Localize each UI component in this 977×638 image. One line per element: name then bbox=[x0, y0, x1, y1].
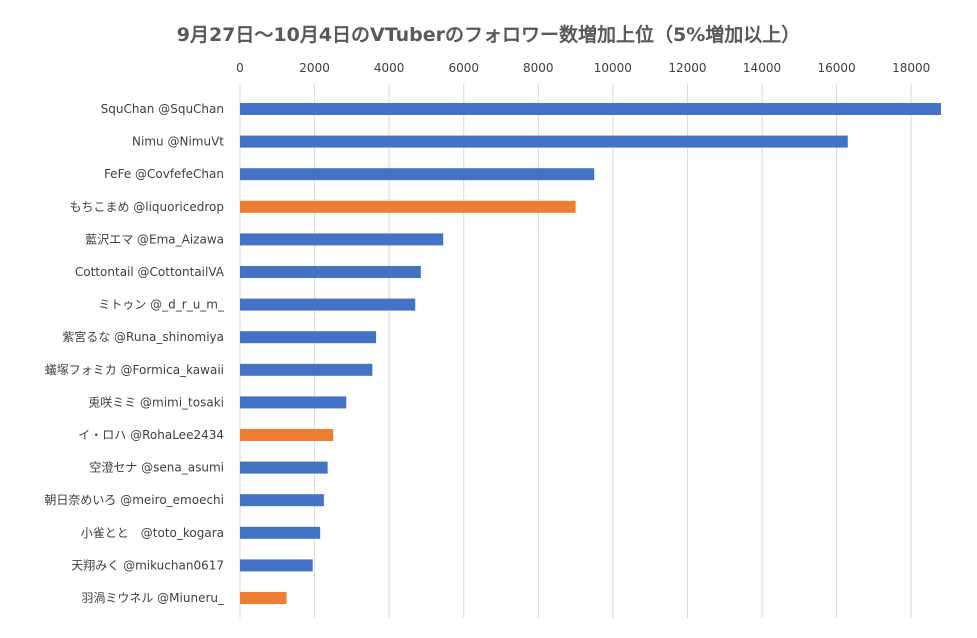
bar bbox=[240, 266, 421, 278]
bar bbox=[240, 200, 576, 213]
category-label: 蟻塚フォミカ @Formica_kawaii bbox=[45, 363, 224, 377]
category-label: もちこまめ @liquoricedrop bbox=[69, 200, 224, 214]
category-label: 藍沢エマ @Ema_Aizawa bbox=[85, 232, 224, 246]
bar bbox=[240, 396, 347, 409]
x-tick-label: 14000 bbox=[743, 61, 781, 75]
bar bbox=[240, 331, 377, 344]
x-tick-label: 2000 bbox=[299, 61, 330, 75]
category-label: 空澄セナ @sena_asumi bbox=[89, 460, 224, 475]
x-tick-label: 12000 bbox=[668, 61, 706, 75]
x-tick-label: 16000 bbox=[818, 61, 856, 75]
bar bbox=[240, 526, 321, 539]
chart-title: 9月27日〜10月4日のVTuberのフォロワー数増加上位（5%増加以上） bbox=[176, 24, 801, 46]
x-tick-label: 10000 bbox=[594, 61, 632, 75]
bar bbox=[240, 494, 324, 507]
x-tick-label: 4000 bbox=[374, 61, 405, 75]
gridlines bbox=[239, 84, 912, 618]
bars bbox=[240, 103, 941, 604]
bar bbox=[240, 559, 313, 572]
category-label: Nimu @NimuVt bbox=[132, 135, 224, 149]
bar bbox=[240, 168, 595, 181]
category-labels: SquChan @SquChan Nimu @NimuVt FeFe @Covfef… bbox=[44, 102, 225, 605]
category-label: イ・ロハ @RohaLee2434 bbox=[78, 428, 224, 442]
bar bbox=[240, 298, 416, 311]
bar bbox=[240, 103, 941, 115]
bar bbox=[240, 429, 334, 441]
category-label: ミトゥン @_d_r_u_m_ bbox=[98, 298, 225, 312]
category-label: 天翔みく @mikuchan0617 bbox=[71, 558, 224, 572]
x-tick-label: 8000 bbox=[523, 61, 554, 75]
category-label: 朝日奈めいろ @meiro_emoechi bbox=[44, 493, 224, 507]
category-label: SquChan @SquChan bbox=[101, 102, 224, 116]
bar bbox=[240, 592, 287, 604]
bar bbox=[240, 363, 373, 376]
bar bbox=[240, 461, 328, 474]
x-tick-label: 6000 bbox=[448, 61, 479, 75]
x-tick-label: 18000 bbox=[892, 61, 930, 75]
category-label: 兎咲ミミ @mimi_tosaki bbox=[88, 394, 224, 409]
x-axis-ticks: 0 2000 4000 6000 8000 10000 12000 14000 16000 180… bbox=[236, 61, 930, 75]
bar bbox=[240, 135, 848, 148]
category-label: 紫宮るな @Runa_shinomiya bbox=[62, 329, 224, 344]
category-label: Cottontail @CottontailVA bbox=[75, 265, 225, 279]
bar bbox=[240, 233, 444, 246]
category-label: 小雀とと @toto_kogara bbox=[81, 526, 224, 540]
x-tick-label: 0 bbox=[236, 61, 244, 75]
category-label: FeFe @CovfefeChan bbox=[104, 167, 224, 181]
category-label: 羽渦ミウネル @Miuneru_ bbox=[81, 590, 225, 605]
